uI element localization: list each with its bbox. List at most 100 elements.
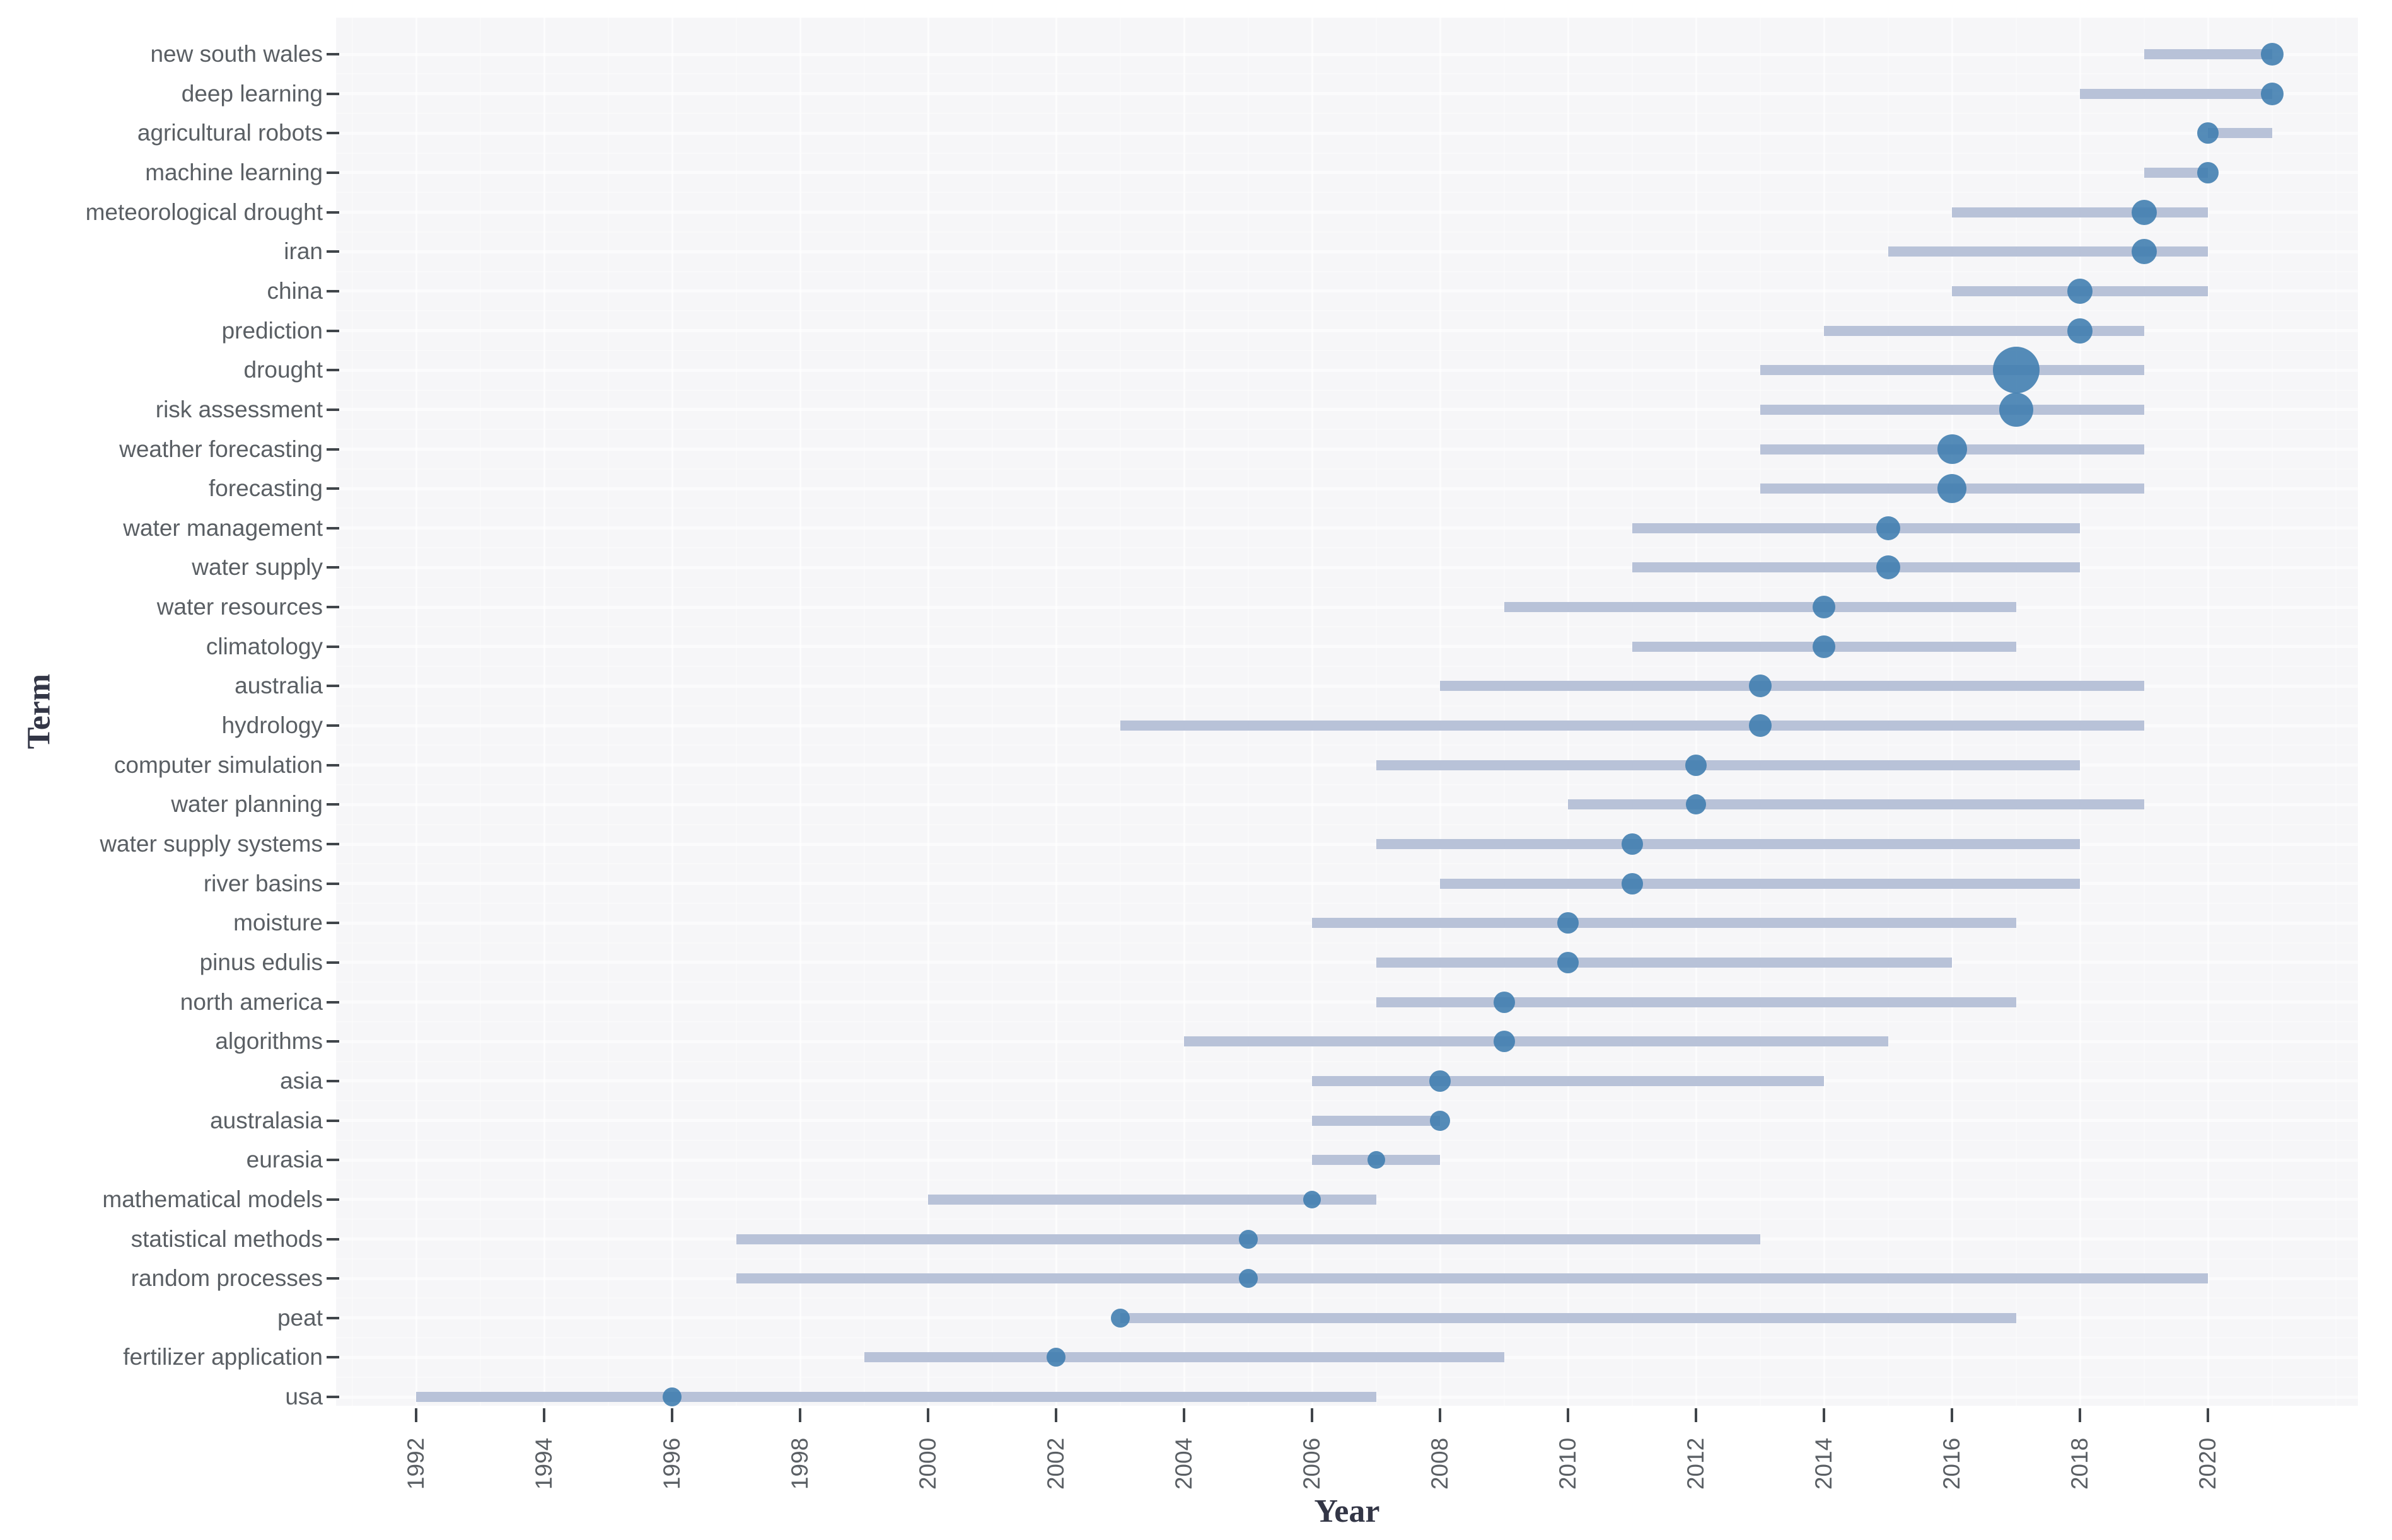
gridline-minor-vertical xyxy=(1631,18,1633,1406)
gridline-minor-horizontal xyxy=(336,310,2358,312)
x-tick-mark xyxy=(1695,1408,1697,1422)
gridline-major-horizontal xyxy=(336,802,2358,806)
gridline-major-horizontal xyxy=(336,408,2358,412)
gridline-minor-horizontal xyxy=(336,429,2358,431)
term-peak-dot xyxy=(2197,161,2219,183)
y-tick-label: statistical methods xyxy=(131,1225,323,1252)
gridline-minor-horizontal xyxy=(336,784,2358,786)
x-tick-mark xyxy=(927,1408,929,1422)
term-range-bar xyxy=(1120,1312,2016,1323)
x-tick-label: 2000 xyxy=(915,1437,941,1490)
gridline-minor-vertical xyxy=(1247,18,1249,1406)
x-tick-label: 2004 xyxy=(1171,1437,1197,1490)
y-tick-mark xyxy=(327,1079,339,1082)
gridline-major-vertical xyxy=(1951,18,1953,1406)
gridline-major-horizontal xyxy=(336,763,2358,767)
gridline-minor-vertical xyxy=(863,18,865,1406)
y-tick-mark xyxy=(327,1277,339,1280)
term-range-bar xyxy=(2144,167,2208,178)
x-tick-label: 2002 xyxy=(1043,1437,1069,1490)
gridline-minor-vertical xyxy=(2143,18,2145,1406)
gridline-minor-vertical xyxy=(479,18,481,1406)
term-range-bar xyxy=(1184,1036,1888,1047)
gridline-minor-horizontal xyxy=(336,468,2358,470)
term-peak-dot xyxy=(2260,82,2284,105)
gridline-major-vertical xyxy=(1567,18,1569,1406)
term-peak-dot xyxy=(663,1387,682,1407)
term-peak-dot xyxy=(1876,516,1900,540)
y-tick-label: fertilizer application xyxy=(123,1344,323,1370)
y-tick-mark xyxy=(327,763,339,767)
gridline-major-vertical xyxy=(1439,18,1441,1406)
term-peak-dot xyxy=(1876,555,1900,580)
gridline-minor-vertical xyxy=(2271,18,2273,1406)
gridline-major-horizontal xyxy=(336,250,2358,253)
gridline-minor-horizontal xyxy=(336,1416,2358,1418)
term-range-bar xyxy=(1632,523,2080,533)
x-tick-mark xyxy=(1951,1408,1953,1422)
y-tick-mark xyxy=(327,882,339,885)
x-tick-mark xyxy=(2079,1408,2081,1422)
gridline-major-vertical xyxy=(1055,18,1057,1406)
term-range-bar xyxy=(2080,88,2272,99)
term-peak-dot xyxy=(1238,1269,1258,1288)
y-tick-mark xyxy=(327,250,339,253)
term-peak-dot xyxy=(1685,754,1707,776)
term-peak-dot xyxy=(1748,674,1772,698)
gridline-major-vertical xyxy=(543,18,545,1406)
y-tick-label: iran xyxy=(284,238,323,265)
gridline-minor-horizontal xyxy=(336,547,2358,549)
gridline-minor-horizontal xyxy=(336,981,2358,983)
y-tick-label: algorithms xyxy=(215,1028,323,1055)
x-tick-mark xyxy=(1823,1408,1825,1422)
gridline-minor-horizontal xyxy=(336,389,2358,391)
gridline-minor-horizontal xyxy=(336,1021,2358,1022)
gridline-major-horizontal xyxy=(336,52,2358,56)
gridline-minor-vertical xyxy=(1119,18,1121,1406)
term-range-bar xyxy=(1632,562,2080,573)
y-tick-label: water supply xyxy=(192,554,323,581)
term-range-bar xyxy=(1568,799,2144,810)
gridline-minor-vertical xyxy=(1503,18,1505,1406)
y-tick-label: china xyxy=(267,277,323,304)
y-tick-mark xyxy=(327,566,339,569)
y-tick-label: water management xyxy=(123,514,323,541)
term-range-bar xyxy=(1760,404,2144,415)
term-peak-dot xyxy=(1047,1348,1065,1367)
gridline-minor-horizontal xyxy=(336,1219,2358,1220)
y-tick-label: prediction xyxy=(221,317,323,344)
y-tick-mark xyxy=(327,53,339,55)
term-range-bar xyxy=(1504,602,2016,613)
gridline-major-horizontal xyxy=(336,92,2358,96)
y-tick-label: machine learning xyxy=(145,159,323,185)
gridline-minor-vertical xyxy=(2015,18,2017,1406)
y-tick-label: water resources xyxy=(156,594,323,620)
term-range-bar xyxy=(736,1273,2208,1284)
term-peak-dot xyxy=(1303,1190,1321,1208)
term-peak-dot xyxy=(2260,43,2284,66)
term-range-bar xyxy=(1440,878,2080,889)
y-tick-mark xyxy=(327,1316,339,1319)
term-peak-dot xyxy=(1937,474,1966,504)
y-tick-mark xyxy=(327,448,339,451)
term-range-bar xyxy=(1888,246,2208,257)
x-tick-label: 2010 xyxy=(1555,1437,1581,1490)
gridline-major-horizontal xyxy=(336,565,2358,569)
gridline-minor-vertical xyxy=(735,18,737,1406)
gridline-minor-horizontal xyxy=(336,152,2358,154)
gridline-minor-vertical xyxy=(1375,18,1377,1406)
gridline-minor-horizontal xyxy=(336,1179,2358,1181)
y-tick-mark xyxy=(327,1237,339,1241)
term-peak-dot xyxy=(2067,278,2093,304)
y-tick-label: moisture xyxy=(233,910,323,936)
y-tick-label: pinus edulis xyxy=(199,949,323,975)
x-tick-mark xyxy=(415,1408,417,1422)
x-tick-label: 2020 xyxy=(2195,1437,2221,1490)
x-tick-mark xyxy=(671,1408,673,1422)
term-peak-dot xyxy=(2131,239,2157,265)
y-tick-mark xyxy=(327,1198,339,1201)
y-tick-label: agricultural robots xyxy=(137,120,323,146)
gridline-major-vertical xyxy=(1311,18,1313,1406)
term-range-bar xyxy=(1376,997,2016,1007)
gridline-minor-horizontal xyxy=(336,626,2358,628)
